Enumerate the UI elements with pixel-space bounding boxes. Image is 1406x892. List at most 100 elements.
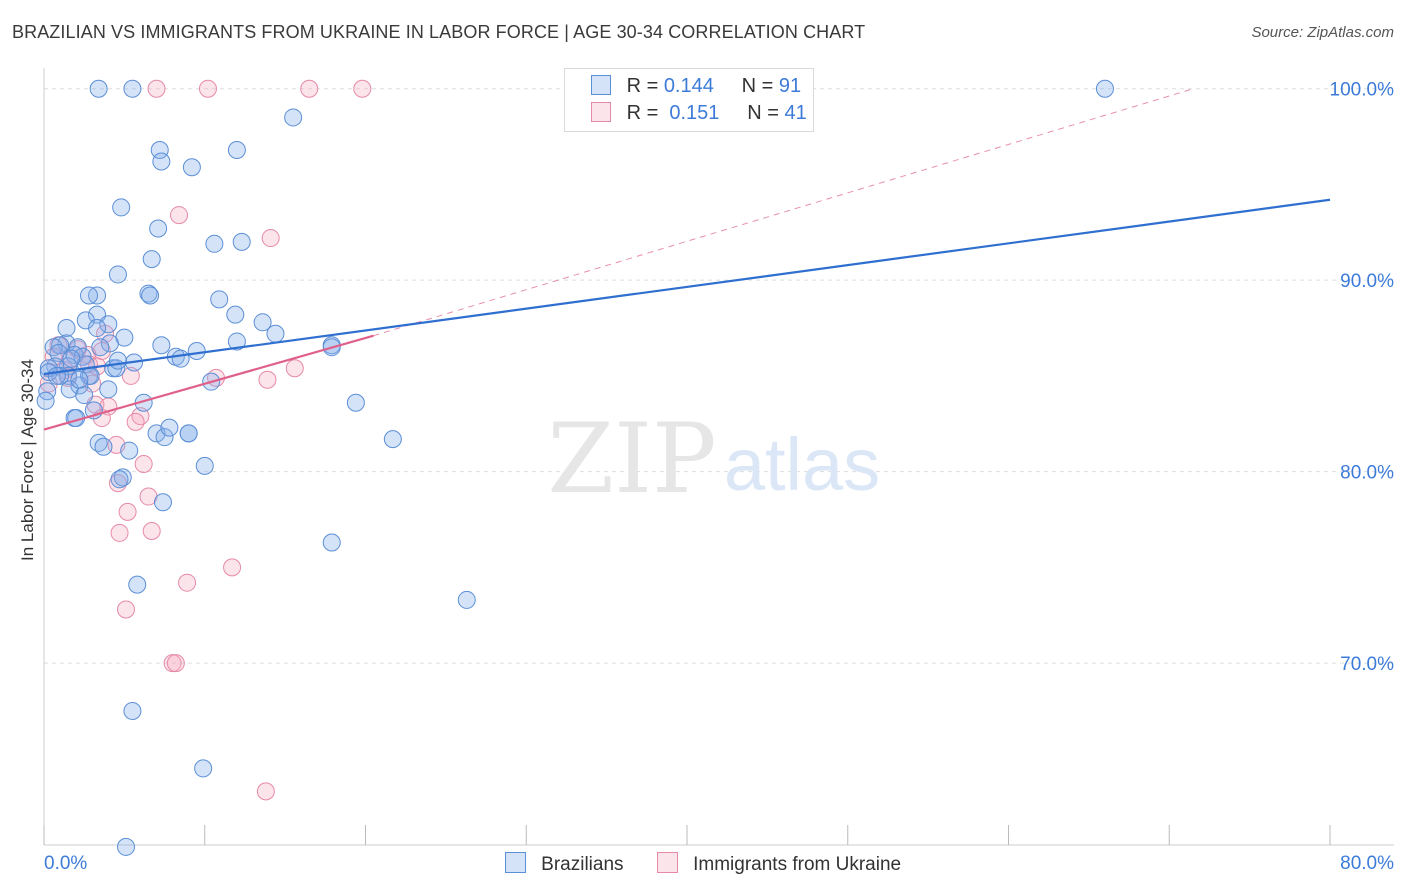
legend-label: Brazilians — [541, 854, 624, 875]
brazilian-point — [128, 575, 147, 594]
brazilian-point — [113, 468, 132, 487]
brazilian-point — [70, 376, 89, 395]
brazilian-point — [152, 152, 171, 171]
series-legend: Brazilians Immigrants from Ukraine — [0, 852, 1406, 876]
r-label: R = — [626, 75, 659, 97]
grid-lines — [44, 88, 1394, 664]
brazilian-point — [108, 265, 127, 284]
blue-swatch — [504, 852, 526, 873]
watermark: ZIP atlas — [547, 403, 880, 515]
brazilian-point — [152, 336, 171, 355]
ukraine-point — [142, 522, 161, 540]
ukraine-point — [131, 407, 150, 426]
brazilian-point — [99, 380, 118, 399]
blue-swatch — [591, 75, 611, 95]
brazilian-point — [226, 305, 245, 324]
brazilian-point — [120, 441, 139, 460]
brazilian-point — [383, 430, 402, 449]
ukraine-point — [134, 454, 153, 473]
brazilian-point — [153, 493, 172, 512]
ukraine-points — [39, 79, 372, 801]
legend-label: Immigrants from Ukraine — [693, 854, 902, 875]
ukraine-point — [256, 782, 275, 801]
brazilian-point — [284, 108, 303, 127]
brazilian-point — [210, 290, 229, 309]
n-label: N = — [747, 102, 779, 124]
ukraine-point — [300, 79, 319, 98]
brazilian-point — [187, 342, 206, 361]
pink-swatch — [591, 102, 611, 122]
ukraine-point — [126, 412, 145, 431]
brazilian-point — [116, 837, 135, 856]
r-value: 0.144 — [663, 75, 714, 97]
brazilian-point — [457, 590, 476, 609]
brazilian-point — [110, 470, 129, 489]
brazilian-point — [75, 386, 94, 405]
brazilian-point — [112, 198, 131, 217]
ukraine-point — [178, 573, 197, 592]
n-value: 91 — [778, 75, 802, 97]
brazilian-point — [38, 382, 57, 401]
legend-item-brazilians: Brazilians — [504, 852, 624, 876]
ukraine-point — [261, 229, 280, 248]
brazilian-point — [227, 332, 246, 351]
brazilian-point — [94, 437, 113, 456]
watermark-zip: ZIP — [547, 403, 716, 515]
brazilian-point — [123, 701, 142, 720]
legend-row-brazilians: R = 0.144 N = 91 — [591, 75, 801, 99]
brazilian-point — [149, 219, 168, 238]
brazilian-point — [179, 424, 198, 443]
ukraine-point — [285, 359, 304, 378]
brazilian-point — [100, 334, 119, 353]
axes — [43, 68, 1394, 846]
brazilian-point — [88, 319, 107, 338]
chart-title: BRAZILIAN VS IMMIGRANTS FROM UKRAINE IN … — [12, 22, 866, 42]
brazilian-point — [47, 366, 66, 385]
y-tick-label: 70.0% — [1340, 654, 1394, 675]
brazilian-point — [51, 336, 70, 355]
ukraine-point — [166, 654, 185, 673]
ukraine-point — [223, 558, 242, 577]
r-value: 0.151 — [669, 102, 720, 124]
brazilian-point — [205, 234, 224, 253]
watermark-atlas: atlas — [724, 423, 880, 506]
brazilian-point — [171, 349, 190, 368]
brazilian-point — [57, 319, 76, 338]
brazilian-point — [150, 140, 169, 159]
n-label: N = — [741, 75, 774, 97]
brazilian-point — [1095, 79, 1114, 98]
brazilian-point — [36, 391, 55, 410]
x-tick-label-max: 80.0% — [1340, 853, 1394, 874]
brazilian-point — [123, 79, 142, 98]
brazilian-point — [227, 140, 246, 159]
trend-lines — [43, 88, 1331, 431]
brazilian-point — [194, 759, 213, 778]
ukraine-point — [110, 523, 129, 542]
stats-legend: R = 0.144 N = 91 R = 0.151 N = 41 — [564, 68, 814, 132]
x-tick-label-min: 0.0% — [44, 853, 87, 874]
brazilian-point — [182, 158, 201, 177]
pink-swatch — [656, 852, 678, 873]
ukraine-trend-line — [43, 334, 374, 431]
y-tick-label: 100.0% — [1330, 80, 1395, 101]
brazilian-point — [99, 315, 118, 334]
ukraine-point — [116, 600, 135, 619]
brazilian-point — [80, 286, 99, 305]
brazilian-point — [195, 456, 214, 475]
brazilian-point — [266, 324, 285, 343]
brazilian-point — [142, 250, 161, 269]
ukraine-point — [198, 79, 217, 98]
brazilian-point — [160, 418, 179, 437]
ukraine-point — [147, 79, 166, 98]
ukraine-point — [118, 502, 137, 521]
brazilian-point — [91, 338, 110, 357]
brazilian-point — [232, 232, 251, 251]
y-tick-label: 80.0% — [1340, 463, 1394, 484]
ukraine-point — [258, 370, 277, 389]
brazilian-point — [141, 286, 160, 305]
ukraine-point — [121, 366, 140, 385]
brazilian-point — [253, 313, 272, 332]
brazilian-point — [89, 79, 108, 98]
tick-labels: 70.0% 80.0% 90.0% 100.0% 0.0% 80.0% — [44, 80, 1394, 874]
